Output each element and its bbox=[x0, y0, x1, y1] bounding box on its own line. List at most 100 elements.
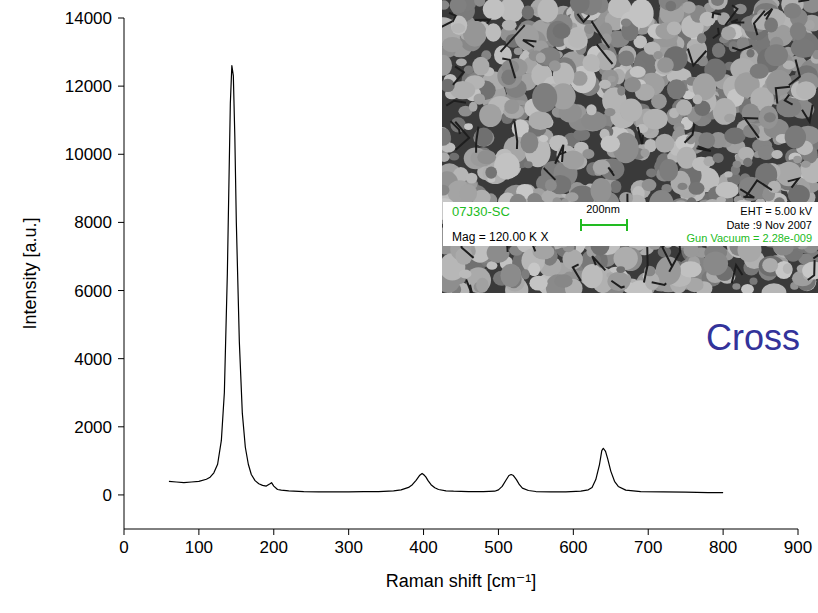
sem-grain bbox=[442, 128, 451, 146]
sem-grain bbox=[472, 57, 489, 76]
sem-grain bbox=[442, 185, 449, 196]
sem-grain bbox=[679, 261, 701, 277]
sem-crack bbox=[789, 59, 800, 85]
sem-grain bbox=[724, 171, 732, 177]
x-tick bbox=[124, 529, 125, 535]
y-tick-label: 8000 bbox=[74, 213, 112, 232]
sem-crack bbox=[745, 180, 772, 198]
sem-grain bbox=[520, 132, 538, 153]
sem-grain bbox=[442, 55, 452, 76]
sem-grain bbox=[604, 108, 615, 116]
sem-grain bbox=[713, 153, 724, 163]
sem-grain bbox=[618, 50, 634, 66]
sem-grain bbox=[801, 161, 811, 168]
sem-grain bbox=[474, 93, 486, 104]
sem-crack bbox=[688, 49, 706, 66]
sem-crack bbox=[611, 281, 624, 288]
sem-grain bbox=[532, 244, 554, 260]
sem-crack bbox=[798, 0, 809, 2]
sem-grain bbox=[733, 161, 742, 168]
sem-grain bbox=[620, 99, 642, 122]
sem-crack bbox=[597, 44, 613, 64]
y-tick bbox=[118, 426, 124, 427]
sem-crack bbox=[455, 122, 469, 150]
sem-grain bbox=[698, 132, 715, 148]
sem-crack bbox=[476, 127, 478, 153]
sem-grain bbox=[715, 182, 738, 199]
sem-grain bbox=[642, 179, 657, 191]
sem-grain bbox=[545, 179, 557, 191]
plot-area bbox=[169, 66, 723, 493]
sem-grain bbox=[657, 57, 674, 73]
sem-grain bbox=[693, 95, 703, 105]
sem-crack bbox=[808, 260, 815, 280]
sem-crack bbox=[449, 13, 456, 22]
sem-grain bbox=[749, 277, 757, 284]
sem-grain bbox=[442, 37, 463, 52]
y-axis-title: Intensity [a.u.] bbox=[20, 217, 40, 329]
sem-grain bbox=[724, 128, 745, 145]
y-tick-label: 12000 bbox=[65, 77, 112, 96]
sem-info-text: Gun Vacuum = 2.28e-009 bbox=[687, 232, 812, 244]
sem-grain bbox=[483, 0, 505, 20]
y-tick bbox=[118, 154, 124, 155]
sem-grain bbox=[764, 112, 776, 122]
sem-grain bbox=[502, 20, 517, 31]
sem-info-text: Mag = 120.00 K X bbox=[452, 230, 548, 244]
sem-grain bbox=[640, 149, 649, 157]
x-tick bbox=[198, 529, 199, 535]
sem-crack bbox=[638, 127, 643, 144]
sem-info-bar bbox=[443, 202, 818, 246]
sem-crack bbox=[592, 21, 610, 48]
sem-crack bbox=[502, 58, 515, 78]
sem-grain bbox=[459, 269, 472, 278]
y-tick bbox=[118, 494, 124, 495]
sem-grain bbox=[776, 98, 801, 118]
sem-grain bbox=[676, 100, 692, 116]
sem-grain bbox=[747, 49, 755, 58]
sem-grain bbox=[570, 0, 590, 14]
sem-grain bbox=[617, 86, 625, 96]
x-tick bbox=[573, 529, 574, 535]
sem-grain bbox=[449, 153, 459, 161]
x-axis-title: Raman shift [cm⁻¹] bbox=[386, 571, 537, 591]
sem-crack bbox=[442, 21, 452, 27]
sem-grain bbox=[762, 258, 778, 273]
sem-grain bbox=[464, 123, 473, 130]
sem-grain bbox=[539, 135, 548, 142]
sem-grain bbox=[479, 104, 501, 127]
sem-grain bbox=[766, 70, 792, 96]
axes: 0200040006000800010000120001400001002003… bbox=[20, 9, 812, 591]
sem-grain bbox=[485, 166, 497, 178]
sem-background bbox=[442, 0, 818, 293]
y-tick bbox=[118, 18, 124, 19]
sem-grain bbox=[711, 0, 724, 6]
sem-crack bbox=[544, 168, 556, 180]
x-tick-label: 400 bbox=[409, 538, 437, 557]
sem-grain bbox=[675, 126, 685, 136]
sem-grain bbox=[659, 0, 683, 11]
sem-grain bbox=[790, 22, 806, 40]
sem-grain bbox=[771, 150, 782, 159]
x-tick-label: 600 bbox=[559, 538, 587, 557]
sem-grain bbox=[584, 24, 594, 34]
sem-grain bbox=[697, 33, 706, 43]
sem-grain bbox=[613, 247, 637, 270]
sem-grain bbox=[474, 0, 485, 7]
sem-grain bbox=[624, 77, 641, 92]
sem-grain bbox=[764, 44, 788, 66]
y-tick bbox=[118, 290, 124, 291]
sem-grain bbox=[768, 181, 781, 193]
sem-grain bbox=[796, 81, 816, 99]
sem-grain bbox=[451, 23, 465, 33]
sem-grain bbox=[494, 153, 520, 180]
scale-bar-end bbox=[580, 219, 582, 231]
sem-grain bbox=[442, 0, 449, 9]
sem-grain bbox=[762, 283, 787, 293]
sem-grain bbox=[655, 134, 674, 153]
chart: 0200040006000800010000120001400001002003… bbox=[0, 0, 818, 613]
sem-grain bbox=[724, 114, 735, 123]
sem-grain bbox=[793, 156, 801, 164]
sem-grain bbox=[654, 51, 663, 59]
x-tick-label: 900 bbox=[784, 538, 812, 557]
